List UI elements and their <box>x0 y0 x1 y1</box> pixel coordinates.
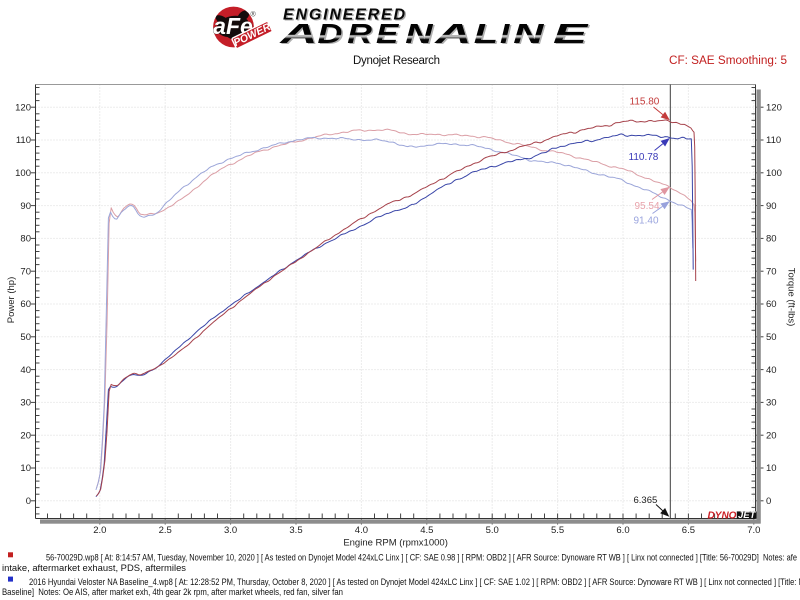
svg-text:30: 30 <box>766 398 777 409</box>
svg-text:R: R <box>349 19 374 50</box>
svg-text:N: N <box>513 18 545 50</box>
svg-text:4.5: 4.5 <box>420 525 433 536</box>
svg-text:5.5: 5.5 <box>551 525 564 536</box>
svg-text:E: E <box>378 19 402 51</box>
svg-text:120: 120 <box>766 102 782 113</box>
svg-text:20: 20 <box>766 430 777 441</box>
svg-text:110: 110 <box>16 135 31 146</box>
svg-text:50: 50 <box>766 332 777 343</box>
svg-text:120: 120 <box>15 102 31 113</box>
svg-text:30: 30 <box>20 398 31 409</box>
svg-text:40: 40 <box>20 365 31 376</box>
svg-text:10: 10 <box>20 463 31 474</box>
svg-text:91.40: 91.40 <box>634 215 659 226</box>
svg-text:L: L <box>475 20 499 51</box>
svg-text:D: D <box>318 18 343 49</box>
svg-text:70: 70 <box>766 266 777 277</box>
svg-text:90: 90 <box>766 201 777 212</box>
svg-text:ENGINEERED: ENGINEERED <box>283 7 405 24</box>
svg-text:50: 50 <box>20 332 31 343</box>
svg-text:80: 80 <box>20 234 31 245</box>
svg-text:N: N <box>405 18 433 49</box>
svg-text:L: L <box>474 18 498 49</box>
svg-text:6.5: 6.5 <box>682 525 695 536</box>
svg-text:I: I <box>502 19 513 51</box>
svg-text:I: I <box>500 17 511 49</box>
svg-text:Engine RPM (rpmx1000): Engine RPM (rpmx1000) <box>343 538 448 549</box>
svg-text:N: N <box>515 19 547 51</box>
svg-text:7.0: 7.0 <box>747 525 760 536</box>
svg-text:110.78: 110.78 <box>629 152 659 163</box>
svg-text:DYNO: DYNO <box>708 511 737 522</box>
svg-text:4.0: 4.0 <box>355 525 368 536</box>
svg-text:0: 0 <box>766 496 771 507</box>
svg-text:E: E <box>555 19 591 50</box>
svg-text:6.0: 6.0 <box>616 525 629 536</box>
svg-text:E: E <box>553 18 589 49</box>
svg-text:R: R <box>347 18 372 49</box>
svg-text:D: D <box>319 19 344 50</box>
svg-text:60: 60 <box>766 299 777 310</box>
svg-text:E: E <box>376 17 400 49</box>
svg-text:100: 100 <box>15 168 31 179</box>
svg-text:10: 10 <box>766 463 777 474</box>
svg-text:Baseline] Notes: Oe AIS, afte: Baseline] Notes: Oe AIS, after market ex… <box>2 587 343 598</box>
svg-text:JET: JET <box>738 510 757 520</box>
svg-text:CF: SAE Smoothing: 5: CF: SAE Smoothing: 5 <box>669 55 787 67</box>
svg-text:95.54: 95.54 <box>635 201 660 212</box>
svg-text:110: 110 <box>766 135 781 146</box>
svg-text:®: ® <box>251 11 257 19</box>
svg-text:ENGINEERED: ENGINEERED <box>284 8 406 25</box>
svg-text:0: 0 <box>26 496 31 507</box>
svg-text:2.5: 2.5 <box>159 525 172 536</box>
svg-text:3.5: 3.5 <box>289 525 302 536</box>
svg-text:70: 70 <box>20 266 31 277</box>
svg-text:Torque (ft-lbs): Torque (ft-lbs) <box>786 268 797 327</box>
svg-text:2.0: 2.0 <box>93 525 106 536</box>
svg-text:115.80: 115.80 <box>630 97 660 108</box>
svg-text:100: 100 <box>766 168 782 179</box>
svg-text:2016 Hyundai Veloster NA Basel: 2016 Hyundai Veloster NA Baseline_4.wp8 … <box>29 577 800 588</box>
svg-text:80: 80 <box>766 234 777 245</box>
svg-text:56-70029D.wp8 [ At: 8:14:57 AM: 56-70029D.wp8 [ At: 8:14:57 AM, Tuesday,… <box>46 553 797 564</box>
svg-text:Power (hp): Power (hp) <box>6 277 17 323</box>
svg-text:aFe: aFe <box>213 13 253 39</box>
svg-text:20: 20 <box>20 430 31 441</box>
svg-text:A: A <box>436 19 473 51</box>
svg-text:intake, aftermarket exhaust, P: intake, aftermarket exhaust, PDS, afterm… <box>2 563 186 574</box>
svg-text:A: A <box>281 19 319 51</box>
svg-text:Dynojet Research: Dynojet Research <box>353 55 440 67</box>
svg-text:40: 40 <box>766 365 777 376</box>
svg-text:5.0: 5.0 <box>486 525 499 536</box>
svg-text:3.0: 3.0 <box>224 525 237 536</box>
svg-text:60: 60 <box>20 299 31 310</box>
svg-text:A: A <box>434 17 471 49</box>
svg-text:N: N <box>407 20 435 51</box>
svg-text:6.365: 6.365 <box>634 495 658 506</box>
svg-text:A: A <box>279 17 317 49</box>
svg-text:90: 90 <box>20 201 31 212</box>
